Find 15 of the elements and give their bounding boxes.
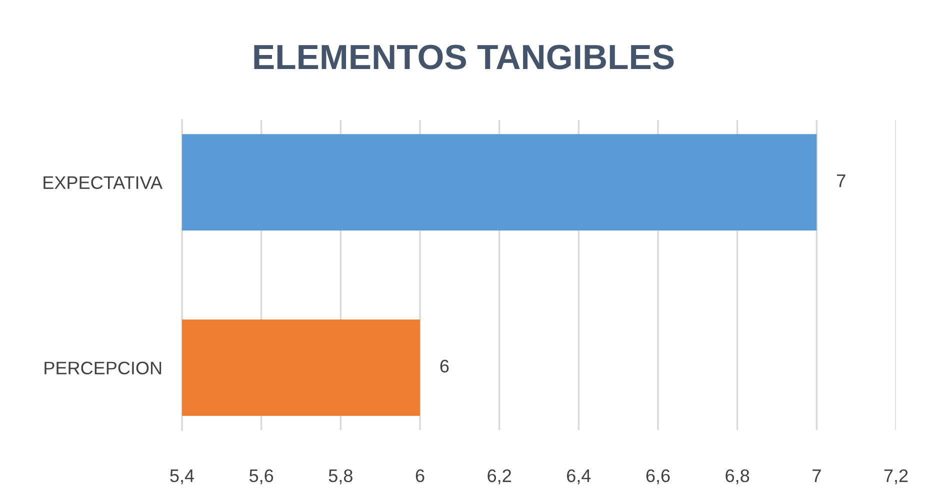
y-tick-label: EXPECTATIVA — [44, 176, 163, 190]
y-tick-label: PERCEPCION — [44, 362, 162, 374]
chart-title: ELEMENTOS TANGIBLES — [254, 44, 674, 70]
x-tick-label: 6,6 — [646, 469, 670, 484]
x-tick-label: 5,4 — [170, 470, 194, 484]
x-tick-label: 5,6 — [250, 469, 274, 484]
x-tick-label: 6 — [416, 469, 424, 482]
data-label: 7 — [837, 174, 846, 187]
x-tick-label: 7 — [812, 470, 821, 482]
x-tick-label: 6,8 — [726, 469, 750, 484]
x-tick-label: 6,2 — [488, 469, 511, 484]
x-tick-label: 5,8 — [328, 469, 352, 484]
data-label: 6 — [440, 360, 449, 373]
x-tick-label: 6,4 — [567, 469, 591, 484]
x-tick-label: 7,2 — [884, 469, 908, 484]
